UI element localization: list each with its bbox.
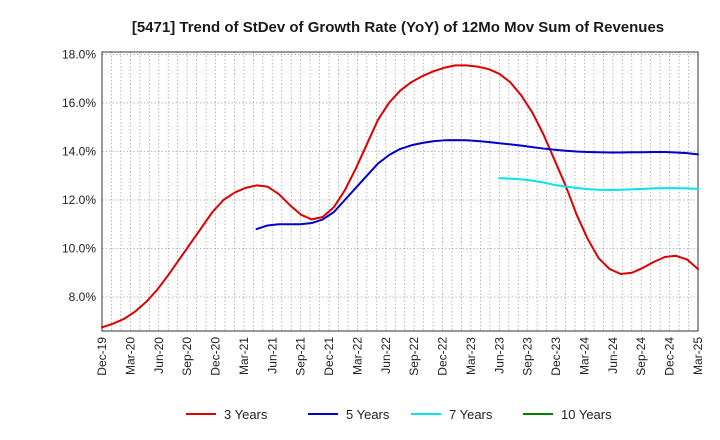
plot-area-border: [101, 51, 699, 332]
x-tick-label: Mar-25: [691, 337, 705, 375]
x-tick-label: Dec-23: [549, 337, 563, 376]
x-tick-label: Mar-22: [350, 337, 364, 375]
y-tick-label: 8.0%: [69, 290, 97, 304]
x-tick-label: Mar-24: [577, 337, 591, 375]
series-line-3-years: [101, 64, 699, 329]
x-tick-label: Dec-19: [95, 337, 109, 376]
legend: 3 Years 5 Years 7 Years 10 Years: [186, 407, 612, 422]
y-tick-label: 14.0%: [62, 144, 96, 158]
x-tick-label: Jun-20: [152, 337, 166, 374]
x-tick-label: Jun-21: [265, 337, 279, 374]
x-tick-label: Sep-23: [521, 337, 535, 376]
x-tick-label: Jun-23: [492, 337, 506, 374]
x-tick-label: Mar-23: [464, 337, 478, 375]
x-tick-label: Jun-24: [606, 337, 620, 374]
x-tick-label: Dec-20: [209, 337, 223, 376]
y-tick-label: 16.0%: [62, 96, 96, 110]
x-tick-label: Sep-20: [180, 337, 194, 376]
x-tick-label: Sep-24: [634, 337, 648, 376]
grid: [101, 52, 699, 331]
legend-label: 3 Years: [224, 407, 268, 422]
y-axis-ticks: 8.0% 10.0% 12.0% 14.0% 16.0% 18.0%: [62, 47, 96, 304]
plot-frame: [101, 51, 699, 332]
legend-label: 5 Years: [346, 407, 390, 422]
x-tick-label: Mar-21: [237, 337, 251, 375]
series-lines: [101, 64, 699, 329]
x-tick-label: Dec-21: [322, 337, 336, 376]
legend-label: 10 Years: [561, 407, 612, 422]
y-tick-label: 12.0%: [62, 193, 96, 207]
x-tick-label: Mar-20: [123, 337, 137, 375]
x-tick-label: Sep-22: [407, 337, 421, 376]
x-axis-ticks: Dec-19 Mar-20 Jun-20 Sep-20 Dec-20 Mar-21 Jun-…: [95, 337, 705, 376]
y-tick-label: 10.0%: [62, 242, 96, 256]
legend-label: 7 Years: [449, 407, 493, 422]
x-tick-label: Dec-22: [436, 337, 450, 376]
x-tick-label: Jun-22: [379, 337, 393, 374]
series-line-5-years: [255, 139, 699, 231]
chart-title: [5471] Trend of StDev of Growth Rate (Yo…: [132, 19, 664, 36]
x-tick-label: Dec-24: [663, 337, 677, 376]
y-tick-label: 18.0%: [62, 47, 96, 61]
x-tick-label: Sep-21: [294, 337, 308, 376]
series-line-7-years: [498, 177, 699, 192]
